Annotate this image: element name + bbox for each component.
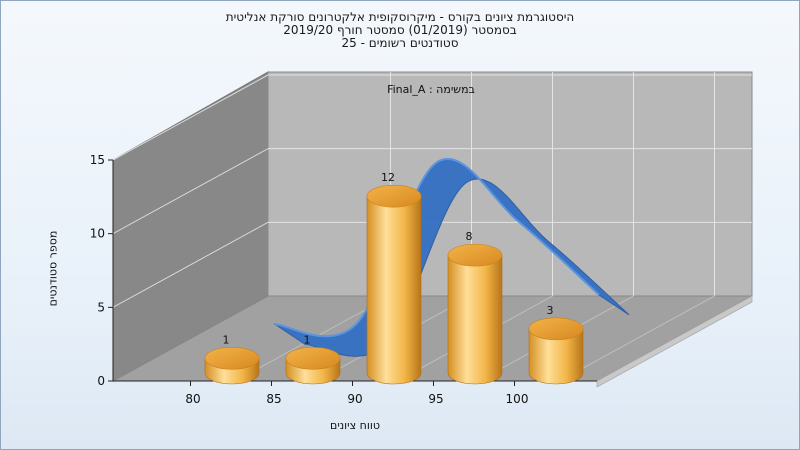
bar-body bbox=[366, 195, 422, 385]
title-line-1: היסטוגרמת ציונים בקורס - מיקרוסקופית אלק… bbox=[225, 10, 575, 24]
x-tick-label: 85 bbox=[266, 392, 281, 406]
chart-title: היסטוגרמת ציונים בקורס - מיקרוסקופית אלק… bbox=[0, 11, 800, 50]
title-line-3: סטודנטים רשומים - 25 bbox=[341, 36, 459, 50]
bar-top bbox=[447, 243, 503, 267]
x-tick-label: 95 bbox=[428, 392, 443, 406]
y-tick-label: 5 bbox=[97, 300, 105, 314]
bar-top bbox=[528, 317, 584, 341]
x-tick-label: 80 bbox=[185, 392, 200, 406]
bar-body bbox=[528, 328, 584, 385]
data-label: 8 bbox=[466, 230, 473, 243]
data-label: 1 bbox=[223, 333, 230, 346]
back-wall bbox=[267, 71, 753, 297]
floor-front-edge bbox=[596, 295, 753, 388]
y-axis-title: מספר סטודנטים bbox=[46, 230, 60, 307]
side-gridline bbox=[112, 221, 269, 308]
y-tick-label: 15 bbox=[90, 153, 105, 167]
x-tick-label: 90 bbox=[347, 392, 362, 406]
bar-top bbox=[204, 346, 260, 370]
x-axis-title: טווח ציונים bbox=[330, 419, 380, 432]
data-label: 3 bbox=[547, 304, 554, 317]
data-label: 1 bbox=[304, 333, 311, 346]
x-tick-label: 100 bbox=[506, 392, 529, 406]
bar-top bbox=[366, 184, 422, 208]
side-gridline bbox=[112, 148, 269, 235]
data-label: 12 bbox=[381, 171, 395, 184]
grid-lines bbox=[112, 72, 752, 382]
title-line-2: בסמסטר (01/2019) סמסטר חורף 2019/20 bbox=[283, 23, 517, 37]
axes: 0 5 10 15 80 85 90 95 100 bbox=[90, 153, 597, 406]
side-gridline bbox=[112, 74, 269, 161]
y-tick-label: 10 bbox=[90, 227, 105, 241]
labels-layer: 1 1 12 8 3 bbox=[223, 171, 554, 346]
series-curve-edge bbox=[274, 158, 600, 338]
bar-top bbox=[285, 346, 341, 370]
y-tick-label: 0 bbox=[97, 374, 105, 388]
floor-gridline bbox=[559, 295, 715, 382]
bar-body bbox=[447, 254, 503, 385]
series-label: במשימה : Final_A bbox=[387, 83, 475, 96]
bars-layer bbox=[204, 184, 584, 385]
